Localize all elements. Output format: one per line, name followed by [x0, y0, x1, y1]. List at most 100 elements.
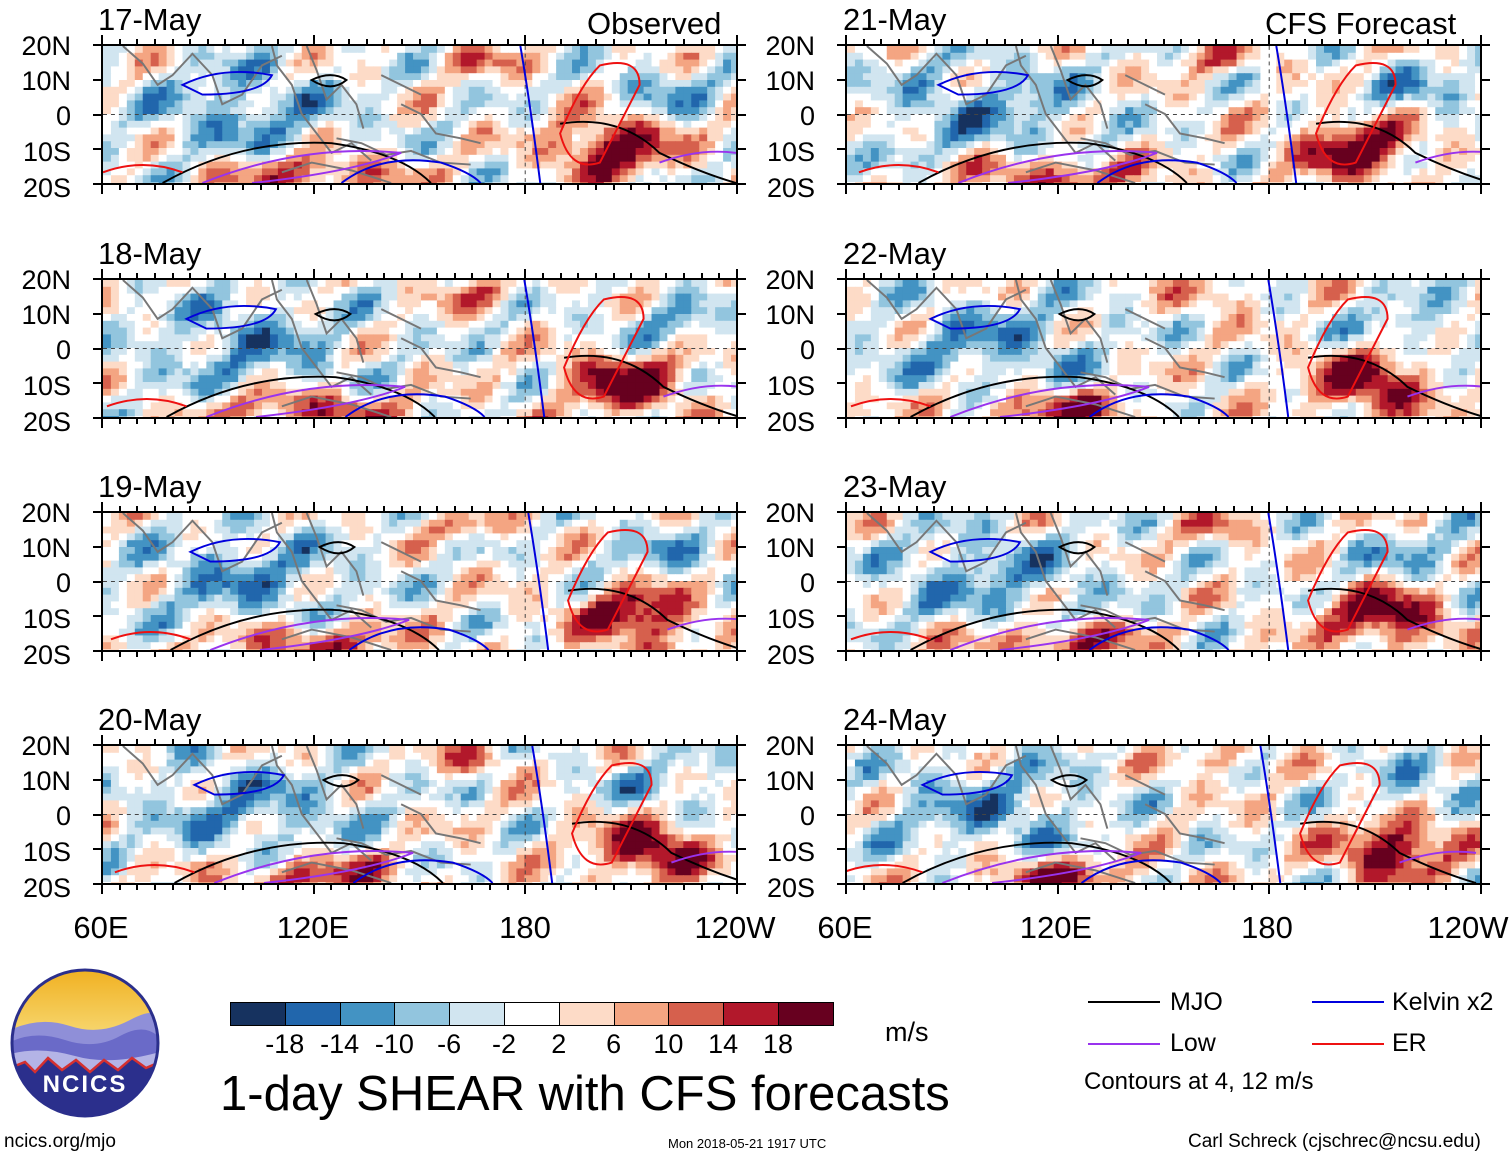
lon-tick	[986, 185, 989, 190]
lon-tick	[665, 885, 668, 890]
lat-label-10s: 10S	[766, 137, 815, 167]
lon-tick	[101, 269, 103, 278]
lon-tick	[1444, 39, 1447, 44]
lon-tick	[1427, 885, 1430, 890]
lon-tick	[489, 273, 492, 278]
lon-tick	[1391, 39, 1394, 44]
lon-tick	[312, 885, 315, 894]
lon-tick	[647, 273, 650, 278]
lon-tick	[471, 185, 474, 190]
lon-tick	[1180, 185, 1183, 190]
lon-tick	[1091, 739, 1094, 744]
lat-label-10s: 10S	[766, 371, 815, 401]
lon-tick	[347, 273, 350, 278]
lon-tick	[968, 273, 971, 278]
lat-tick	[738, 848, 746, 851]
lon-tick	[541, 739, 544, 744]
lat-tick	[837, 744, 845, 746]
lon-tick	[968, 506, 971, 511]
lon-tick	[206, 506, 209, 511]
lon-tick	[277, 652, 280, 657]
lon-tick	[647, 419, 650, 424]
lon-tick	[1144, 739, 1147, 744]
lat-label-20n: 20N	[21, 265, 71, 295]
lon-tick	[612, 885, 615, 890]
lon-tick	[897, 185, 900, 190]
shear-field	[847, 746, 1480, 883]
lon-tick	[880, 885, 883, 890]
lon-tick	[118, 273, 121, 278]
lon-tick	[189, 652, 192, 657]
lon-tick	[1427, 39, 1430, 44]
lon-tick	[1127, 506, 1130, 511]
lon-tick	[101, 885, 103, 894]
lon-tick	[845, 652, 847, 661]
lon-label-120e: 120E	[276, 910, 350, 945]
lon-tick	[242, 39, 245, 44]
lat-label-20n: 20N	[21, 498, 71, 528]
lon-tick	[189, 273, 192, 278]
lon-tick	[453, 185, 456, 190]
lon-tick	[1391, 652, 1394, 657]
lon-tick	[506, 652, 509, 657]
lon-label-120w: 120W	[694, 910, 776, 945]
lon-tick	[1127, 885, 1130, 890]
lon-tick	[365, 885, 368, 890]
figure-title: 1-day SHEAR with CFS forecasts	[220, 1067, 950, 1121]
lon-tick	[845, 35, 847, 44]
lon-tick	[1091, 506, 1094, 511]
lon-tick	[559, 273, 562, 278]
lon-tick	[453, 506, 456, 511]
lon-tick	[1427, 739, 1430, 744]
lon-tick	[1321, 652, 1324, 657]
lon-tick	[1215, 506, 1218, 511]
lon-tick	[295, 419, 298, 424]
lon-tick	[206, 419, 209, 424]
lon-tick	[453, 739, 456, 744]
lon-tick	[1374, 885, 1377, 890]
lon-tick	[577, 273, 580, 278]
lon-tick	[933, 652, 936, 657]
lon-tick	[436, 419, 439, 424]
lon-tick	[1056, 35, 1059, 44]
lon-tick	[259, 506, 262, 511]
lon-tick	[101, 419, 103, 428]
lon-tick	[915, 739, 918, 744]
lon-tick	[506, 39, 509, 44]
lon-tick	[1039, 506, 1042, 511]
lon-tick	[577, 652, 580, 657]
lon-tick	[559, 652, 562, 657]
lon-tick	[950, 185, 953, 190]
lon-label-120e-right: 120E	[1019, 910, 1093, 945]
lon-tick	[1074, 39, 1077, 44]
lon-tick	[206, 185, 209, 190]
shear-field	[103, 280, 736, 417]
lat-tick	[93, 883, 101, 885]
map-panel-24-may	[845, 744, 1482, 885]
shear-field	[847, 513, 1480, 650]
lon-tick	[559, 185, 562, 190]
panel-date-18-may: 18-May	[98, 236, 202, 271]
lon-tick	[242, 273, 245, 278]
lon-tick	[594, 273, 597, 278]
lon-tick	[1003, 39, 1006, 44]
lon-tick	[915, 652, 918, 657]
lon-tick	[986, 885, 989, 890]
lon-tick	[1003, 652, 1006, 657]
lon-tick	[1321, 185, 1324, 190]
lon-tick	[118, 506, 121, 511]
lon-tick	[453, 885, 456, 890]
lon-tick	[312, 419, 315, 428]
lon-tick	[1056, 419, 1059, 428]
lon-tick	[736, 502, 738, 511]
footer-url: ncics.org/mjo	[4, 1131, 116, 1152]
lon-tick	[224, 39, 227, 44]
lon-tick	[630, 885, 633, 890]
lon-tick	[1109, 652, 1112, 657]
lat-label-20n: 20N	[765, 265, 815, 295]
colorbar-swatch	[723, 1002, 779, 1026]
lat-tick	[837, 312, 845, 315]
lon-tick	[559, 39, 562, 44]
lon-tick	[1021, 273, 1024, 278]
lon-tick	[259, 885, 262, 890]
